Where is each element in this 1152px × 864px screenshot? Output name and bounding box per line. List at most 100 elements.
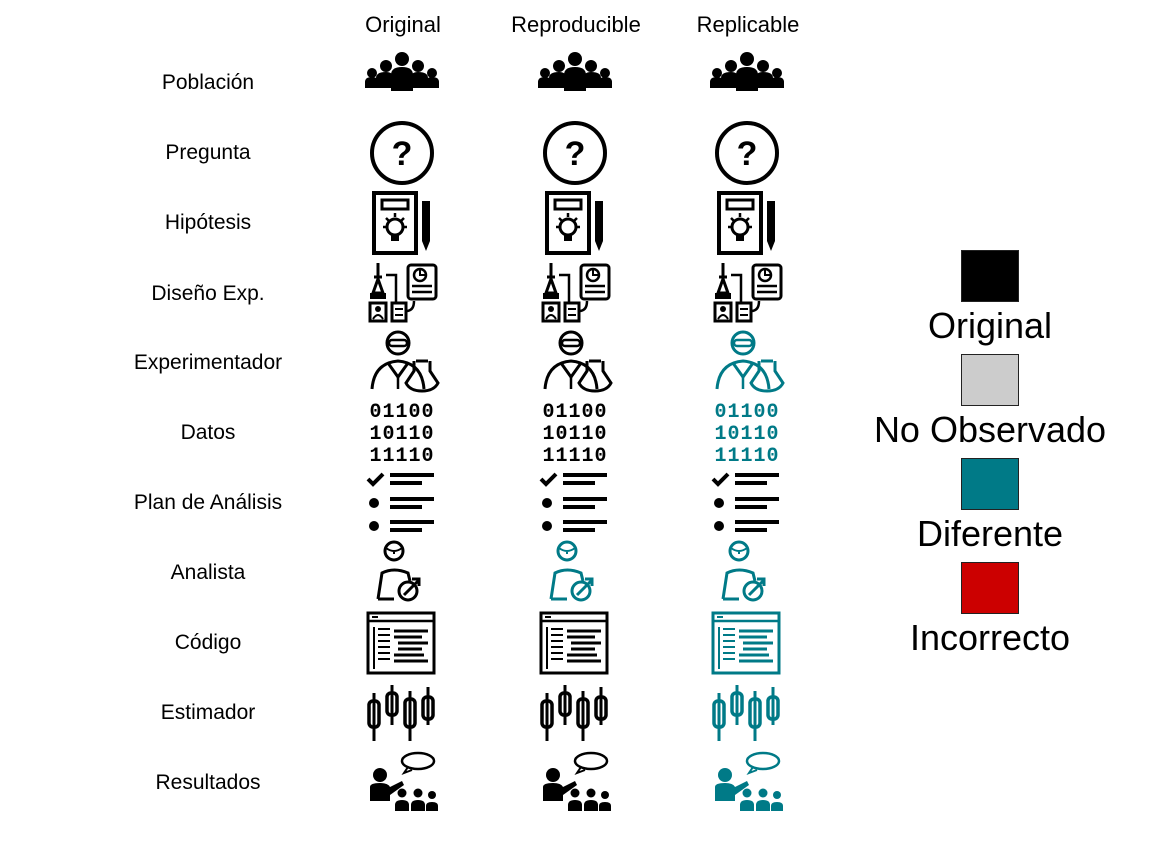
- code-window-icon: [366, 611, 436, 675]
- column-header-original: Original: [365, 12, 441, 37]
- presentation-icon: [370, 751, 438, 811]
- binary-data-icon-original: 01100 10110 11110: [364, 401, 440, 468]
- question-mark-icon-reproducible: ?: [537, 121, 613, 185]
- experiment-design-icon: [541, 263, 611, 323]
- scientist-icon-original: [364, 330, 440, 395]
- column-header-reproducible: Reproducible: [511, 12, 641, 37]
- experiment-design-icon-reproducible: [537, 261, 613, 325]
- candlestick-icon-original: [364, 681, 440, 745]
- presentation-icon-replicable: [709, 751, 785, 815]
- experiment-design-icon: [713, 263, 783, 323]
- candlestick-icon-reproducible: [537, 681, 613, 745]
- svg-text:11110: 11110: [542, 445, 607, 468]
- code-window-icon: [711, 611, 781, 675]
- presentation-icon: [715, 751, 783, 811]
- svg-text:?: ?: [737, 135, 758, 173]
- scientist-icon: [543, 330, 613, 393]
- candlestick-icon-replicable: [709, 681, 785, 745]
- row-label-experimentador: Experimentador: [133, 351, 283, 374]
- legend-swatch-no-observado: [961, 354, 1019, 406]
- people-group-icon: [710, 52, 784, 91]
- scientist-icon: [370, 330, 440, 393]
- hypothesis-clipboard-icon: [717, 191, 775, 255]
- checklist-icon-original: [364, 471, 440, 535]
- experiment-design-icon: [368, 263, 438, 323]
- checklist-icon: [711, 472, 779, 532]
- legend-swatch-original: [961, 250, 1019, 302]
- legend-item-diferente: Diferente: [860, 458, 1120, 554]
- analyst-icon: [549, 540, 594, 602]
- checklist-icon: [539, 472, 607, 532]
- svg-text:01100: 01100: [542, 401, 607, 424]
- row-label-plan-de-analisis: Plan de Análisis: [133, 491, 283, 514]
- scientist-icon: [715, 330, 785, 393]
- binary-data-icon: 01100 10110 11110: [542, 401, 607, 468]
- scientist-icon-reproducible: [537, 330, 613, 395]
- legend-swatch-incorrecto: [961, 562, 1019, 614]
- checklist-icon: [366, 472, 434, 532]
- analyst-icon-replicable: [709, 540, 785, 605]
- row-label-analista: Analista: [170, 561, 246, 584]
- code-window-icon-reproducible: [537, 611, 613, 675]
- row-label-estimador: Estimador: [160, 701, 256, 724]
- row-label-hipotesis: Hipótesis: [164, 211, 252, 234]
- code-window-icon-replicable: [709, 611, 785, 675]
- analyst-icon-original: [364, 540, 440, 605]
- svg-text:11110: 11110: [714, 445, 779, 468]
- checklist-icon-reproducible: [537, 471, 613, 535]
- code-window-icon: [539, 611, 609, 675]
- analyst-icon-reproducible: [537, 540, 613, 605]
- candlestick-icon: [540, 685, 608, 741]
- people-group-icon-replicable: [709, 51, 785, 115]
- binary-data-icon: 01100 10110 11110: [369, 401, 434, 468]
- checklist-icon-replicable: [709, 471, 785, 535]
- question-mark-icon: ?: [370, 121, 434, 185]
- legend-swatch-diferente: [961, 458, 1019, 510]
- legend-item-no-observado: No Observado: [860, 354, 1120, 450]
- row-label-poblacion: Población: [161, 71, 255, 94]
- legend-label-original: Original: [927, 305, 1053, 346]
- question-mark-icon-original: ?: [364, 121, 440, 185]
- legend-label-diferente: Diferente: [916, 513, 1064, 554]
- code-window-icon-original: [364, 611, 440, 675]
- candlestick-icon: [712, 685, 780, 741]
- svg-text:?: ?: [565, 135, 586, 173]
- experiment-design-icon-original: [364, 261, 440, 325]
- hypothesis-clipboard-icon-replicable: [709, 191, 785, 255]
- binary-data-icon-reproducible: 01100 10110 11110: [537, 401, 613, 468]
- question-mark-icon-replicable: ?: [709, 121, 785, 185]
- people-group-icon: [538, 52, 612, 91]
- svg-text:10110: 10110: [542, 423, 607, 446]
- row-label-datos: Datos: [180, 421, 236, 444]
- svg-text:11110: 11110: [369, 445, 434, 468]
- column-header-replicable: Replicable: [696, 12, 800, 37]
- svg-text:01100: 01100: [369, 401, 434, 424]
- svg-text:10110: 10110: [369, 423, 434, 446]
- svg-text:10110: 10110: [714, 423, 779, 446]
- row-label-codigo: Código: [174, 631, 242, 654]
- legend-label-no-observado: No Observado: [873, 409, 1107, 450]
- presentation-icon-original: [364, 751, 440, 815]
- people-group-icon: [365, 52, 439, 91]
- hypothesis-clipboard-icon: [545, 191, 603, 255]
- question-mark-icon: ?: [543, 121, 607, 185]
- row-label-pregunta: Pregunta: [165, 141, 251, 164]
- binary-data-icon-replicable: 01100 10110 11110: [709, 401, 785, 468]
- legend-item-original: Original: [860, 250, 1120, 346]
- legend-item-incorrecto: Incorrecto: [860, 562, 1120, 658]
- presentation-icon-reproducible: [537, 751, 613, 815]
- hypothesis-clipboard-icon-reproducible: [537, 191, 613, 255]
- candlestick-icon: [367, 685, 435, 741]
- row-label-resultados: Resultados: [155, 771, 261, 794]
- binary-data-icon: 01100 10110 11110: [714, 401, 779, 468]
- people-group-icon-original: [364, 51, 440, 115]
- scientist-icon-replicable: [709, 330, 785, 395]
- hypothesis-clipboard-icon: [372, 191, 430, 255]
- svg-text:01100: 01100: [714, 401, 779, 424]
- svg-text:?: ?: [392, 135, 413, 173]
- legend-label-incorrecto: Incorrecto: [909, 617, 1071, 658]
- hypothesis-clipboard-icon-original: [364, 191, 440, 255]
- question-mark-icon: ?: [715, 121, 779, 185]
- presentation-icon: [543, 751, 611, 811]
- row-label-diseno-exp: Diseño Exp.: [151, 282, 265, 305]
